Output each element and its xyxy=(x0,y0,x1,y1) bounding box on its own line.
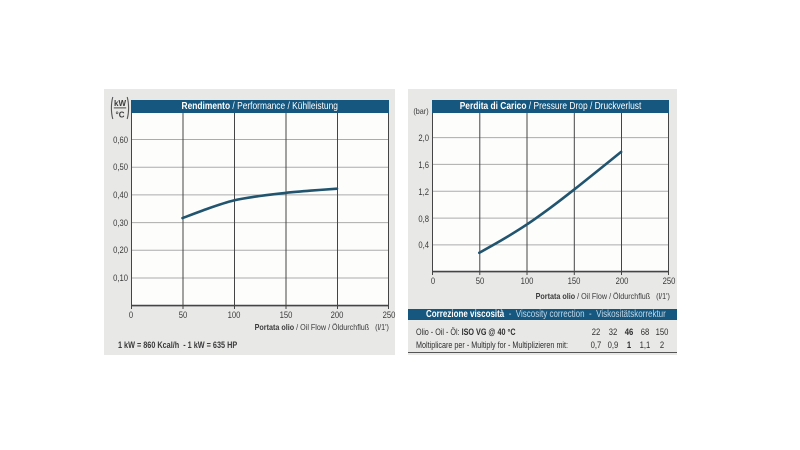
svg-text:°C: °C xyxy=(116,110,125,119)
svg-text:kW: kW xyxy=(114,99,126,108)
